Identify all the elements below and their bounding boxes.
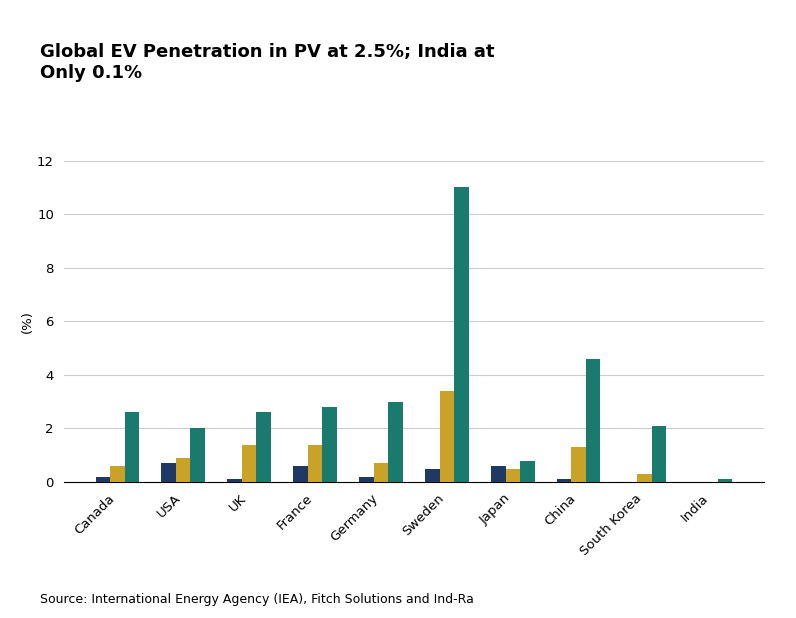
Bar bbox=[110, 466, 124, 482]
Bar bbox=[162, 464, 176, 482]
Bar bbox=[373, 464, 388, 482]
Bar bbox=[96, 476, 110, 482]
Bar bbox=[572, 447, 586, 482]
Bar bbox=[242, 444, 256, 482]
Bar bbox=[322, 407, 337, 482]
Bar bbox=[293, 466, 308, 482]
Bar bbox=[455, 187, 469, 482]
Bar bbox=[557, 480, 572, 482]
Bar bbox=[439, 391, 455, 482]
Bar bbox=[652, 426, 666, 482]
Bar bbox=[586, 359, 600, 482]
Text: Global EV Penetration in PV at 2.5%; India at
Only 0.1%: Global EV Penetration in PV at 2.5%; Ind… bbox=[40, 43, 494, 82]
Bar bbox=[228, 480, 242, 482]
Bar bbox=[491, 466, 505, 482]
Bar bbox=[638, 474, 652, 482]
Text: Source: International Energy Agency (IEA), Fitch Solutions and Ind-Ra: Source: International Energy Agency (IEA… bbox=[40, 593, 474, 606]
Bar bbox=[256, 412, 271, 482]
Bar bbox=[176, 458, 190, 482]
Bar bbox=[308, 444, 322, 482]
Bar bbox=[190, 428, 205, 482]
Bar bbox=[388, 402, 403, 482]
Bar bbox=[359, 476, 373, 482]
Bar bbox=[425, 468, 439, 482]
Bar bbox=[124, 412, 139, 482]
Bar bbox=[505, 468, 520, 482]
Bar bbox=[520, 460, 535, 482]
Y-axis label: (%): (%) bbox=[21, 310, 34, 333]
Bar bbox=[718, 480, 732, 482]
